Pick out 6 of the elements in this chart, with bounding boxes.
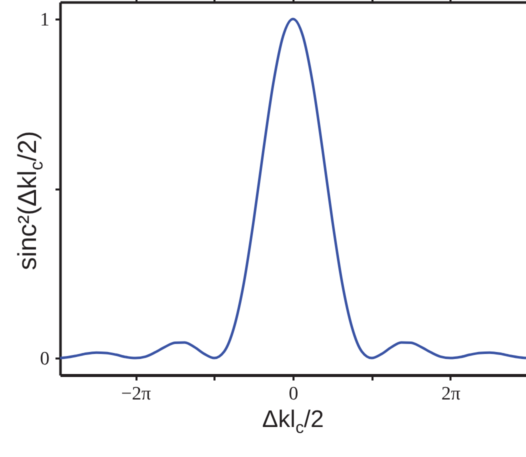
y-axis-title: sinc²(Δklc/2) <box>12 130 46 270</box>
line-series <box>60 18 526 360</box>
x-tick-label: 2π <box>441 384 461 404</box>
y-tick-label: 1 <box>40 9 50 30</box>
x-tick-label: 0 <box>288 384 298 404</box>
x-tick-label: −2π <box>121 384 152 404</box>
